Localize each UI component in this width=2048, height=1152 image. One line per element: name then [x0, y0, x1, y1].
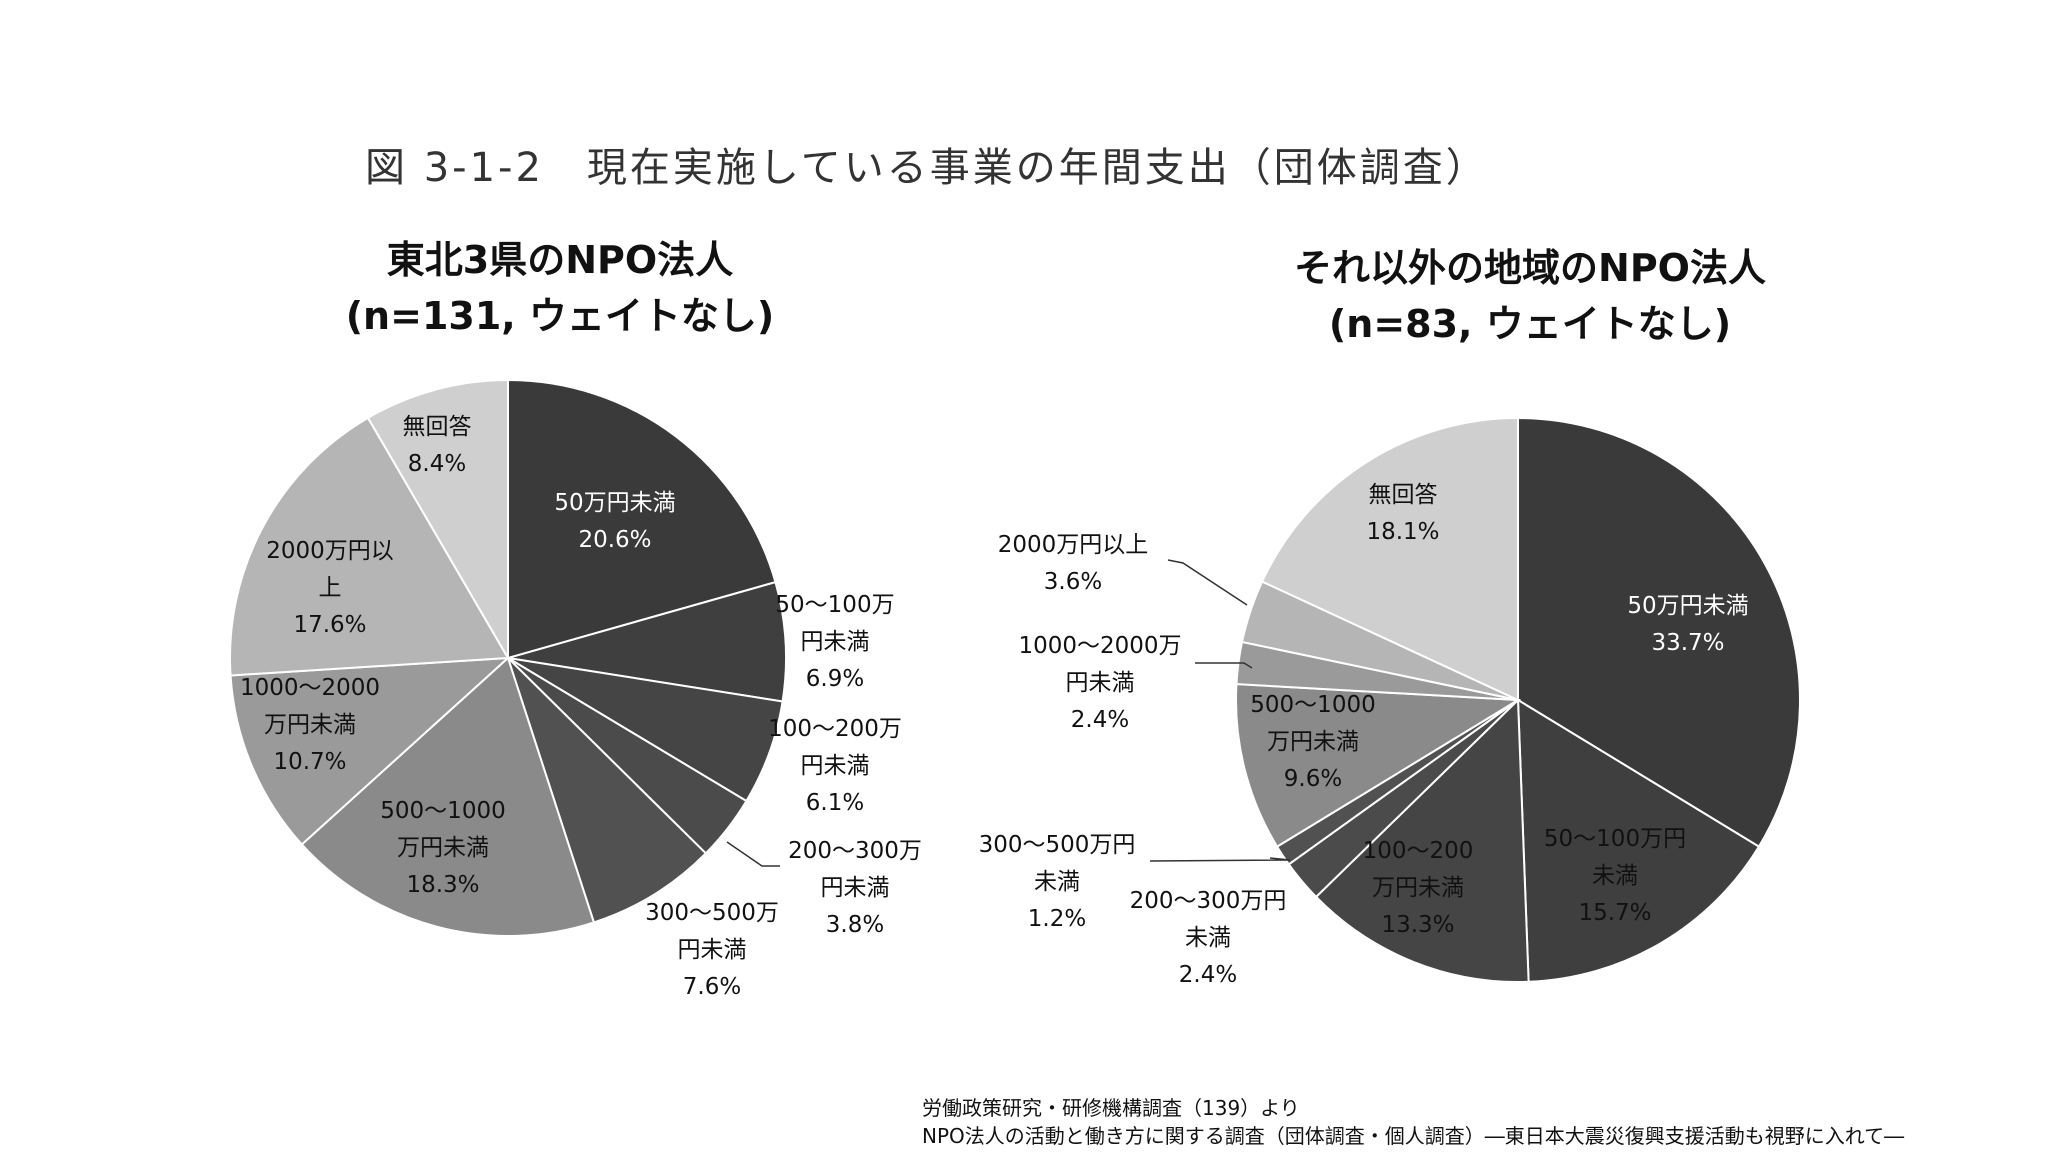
- slice-label: 50万円未満 33.7%: [1627, 593, 1748, 656]
- figure-title: 図 3-1-2 現在実施している事業の年間支出（団体調査）: [365, 145, 1489, 191]
- left-chart-title-line2: (n=131, ウェイトなし): [345, 294, 775, 338]
- right-chart-title: それ以外の地域のNPO法人 (n=83, ウェイトなし): [1230, 240, 1830, 352]
- pie-slice: [366, 378, 509, 662]
- pie-slice: [1314, 697, 1530, 983]
- slice-label: 50万円未満 20.6%: [554, 490, 675, 553]
- pie-slice: [229, 656, 511, 846]
- leader-line: [1149, 857, 1291, 862]
- slice-label: 500～1000 万円未満 18.3%: [380, 798, 505, 898]
- source-line1: 労働政策研究・研修機構調査（139）より: [922, 1096, 1300, 1120]
- leader-line: [726, 841, 780, 867]
- slice-label: 2000万円以上 17.6%: [266, 538, 394, 638]
- slice-label: 無回答 18.1%: [1366, 482, 1439, 545]
- slice-label: 無回答 8.4%: [403, 414, 472, 477]
- slice-label: 100～200万円未満 6.1%: [768, 716, 902, 816]
- leader-line: [1195, 662, 1253, 669]
- leader-line: [1167, 559, 1248, 606]
- pie-slice: [1235, 683, 1522, 848]
- left-chart-title: 東北3県のNPO法人 (n=131, ウェイトなし): [330, 232, 790, 344]
- pie-slice: [300, 656, 596, 937]
- pie-slice: [1260, 416, 1519, 702]
- source-note: 労働政策研究・研修機構調査（139）より NPO法人の活動と働き方に関する調査（…: [922, 1094, 1904, 1150]
- right-chart-title-line2: (n=83, ウェイトなし): [1328, 302, 1732, 346]
- slice-label: 50～100万円未満 15.7%: [1544, 826, 1686, 926]
- slice-label: 200～300万円未満 3.8%: [788, 838, 922, 938]
- slice-label: 200～300万円未満 2.4%: [1130, 888, 1287, 988]
- slice-label: 1000～2000万円未満 2.4%: [1018, 633, 1181, 733]
- slice-label: 2000万円以上 3.6%: [998, 532, 1149, 595]
- pie-slice: [507, 580, 787, 703]
- pie-slice: [1516, 698, 1761, 983]
- slice-label: 500～1000 万円未満 9.6%: [1250, 692, 1375, 792]
- slice-label: 1000～2000 万円未満 10.7%: [240, 675, 380, 775]
- pie-slice: [507, 378, 777, 660]
- right-pie: 50万円未満 33.7% 50～100万円未満 15.7% 100～200 万円未満 13.…: [979, 416, 1802, 988]
- slice-label: 100～200 万円未満 13.3%: [1363, 838, 1474, 938]
- right-chart-title-line1: それ以外の地域のNPO法人: [1294, 246, 1766, 290]
- left-pie: 50万円未満 20.6% 50～100万円未満 6.9% 100～200万円未満 6.1%…: [229, 378, 922, 1000]
- source-line2: NPO法人の活動と働き方に関する調査（団体調査・個人調査）―東日本大震災復興支援…: [922, 1124, 1905, 1148]
- pie-slice: [229, 416, 510, 677]
- pie-slice: [507, 657, 708, 924]
- slice-label: 300～500万円未満 1.2%: [979, 832, 1136, 932]
- slice-label: 50～100万円未満 6.9%: [775, 592, 894, 692]
- pie-slice: [1517, 416, 1802, 848]
- slice-label: 300～500万円未満 7.6%: [645, 900, 779, 1000]
- left-chart-title-line1: 東北3県のNPO法人: [386, 238, 734, 282]
